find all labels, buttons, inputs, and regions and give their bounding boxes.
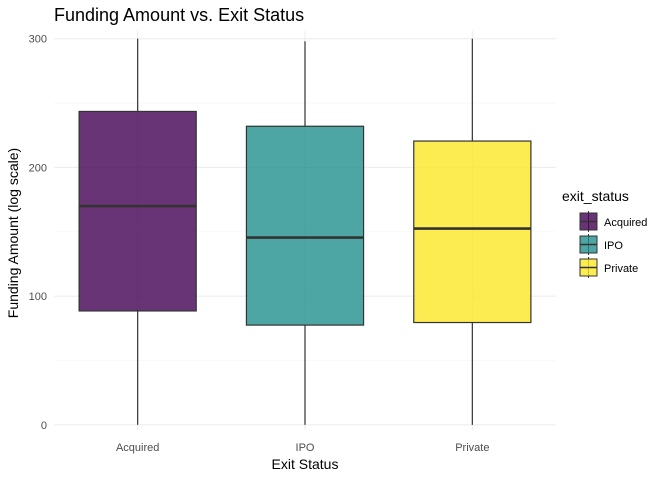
x-tick-label: IPO [296,442,315,454]
y-tick-label: 100 [29,291,47,303]
y-tick-label: 0 [41,420,47,432]
legend-item-acquired: Acquired [579,211,647,232]
y-tick-label: 200 [29,162,47,174]
box-body [413,140,532,324]
y-tick-label: 300 [29,34,47,46]
box-acquired [78,38,197,425]
box-body [78,110,197,312]
box-series [78,38,532,425]
chart-title: Funding Amount vs. Exit Status [54,5,304,25]
legend: exit_status Acquired IPO Private [562,188,647,278]
legend-title: exit_status [562,188,629,204]
box-ipo [245,41,365,425]
y-axis-title: Funding Amount (log scale) [5,148,21,318]
legend-label: Private [604,263,638,275]
box-private [413,38,532,425]
legend-label: Acquired [604,217,647,229]
legend-item-private: Private [579,257,638,278]
x-axis-title: Exit Status [272,456,339,472]
legend-item-ipo: IPO [579,234,623,255]
box-body [245,125,365,326]
legend-label: IPO [604,240,623,252]
x-tick-label: Acquired [116,442,159,454]
y-axis-ticks: 0 100 200 300 [29,34,47,432]
x-axis-ticks: Acquired IPO Private [116,442,490,454]
x-tick-label: Private [455,442,489,454]
